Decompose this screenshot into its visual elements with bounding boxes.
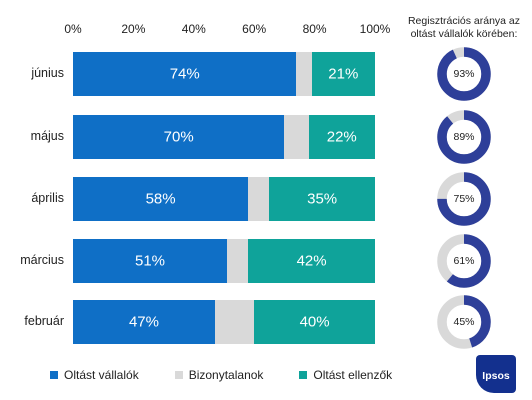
donut-value-arc	[437, 47, 491, 101]
row-label: május	[30, 129, 64, 143]
row-label: március	[20, 253, 64, 267]
data-label: 47%	[128, 313, 159, 331]
legend: Oltást vállalók Bizonytalanok Oltást ell…	[50, 368, 428, 382]
donut-value-label: 45%	[453, 316, 475, 328]
bar-segment	[227, 239, 249, 283]
x-tick-label: 60%	[242, 22, 267, 36]
donut-chart	[437, 47, 491, 101]
data-label: 22%	[326, 128, 357, 146]
bar-segment	[73, 300, 215, 344]
legend-item-reject: Oltást ellenzők	[299, 368, 392, 382]
donut-chart	[437, 295, 491, 349]
x-tick-label: 0%	[64, 22, 82, 36]
donut-value-arc	[437, 295, 491, 349]
donut-value-arc	[437, 172, 491, 226]
legend-label-undecided: Bizonytalanok	[188, 368, 264, 382]
bar-segment	[269, 177, 375, 221]
bar-segment	[254, 300, 375, 344]
row-label: április	[31, 191, 64, 205]
donut-value-label: 75%	[453, 193, 475, 205]
legend-swatch-reject	[299, 371, 308, 379]
bar-segment	[73, 115, 285, 159]
data-label: 74%	[169, 65, 200, 83]
legend-item-undecided: Bizonytalanok	[174, 368, 264, 382]
data-label: 70%	[163, 128, 194, 146]
side-chart-title: Regisztrációs aránya az oltást vállalók …	[407, 15, 521, 40]
x-tick-label: 80%	[302, 22, 327, 36]
donut-chart	[437, 234, 491, 288]
bar-segment	[73, 177, 249, 221]
bar-segment	[308, 115, 375, 159]
bar-segment	[73, 239, 228, 283]
legend-label-accept: Oltást vállalók	[64, 368, 139, 382]
legend-label-reject: Oltást ellenzők	[313, 368, 393, 382]
x-tick-label: 20%	[121, 22, 146, 36]
data-label: 21%	[328, 65, 359, 83]
donut-value-arc	[437, 110, 491, 164]
legend-swatch-undecided	[174, 371, 183, 379]
bar-segment	[248, 239, 375, 283]
x-tick-label: 40%	[181, 22, 206, 36]
data-label: 51%	[134, 252, 166, 270]
data-label: 40%	[299, 313, 330, 331]
bar-segment	[73, 52, 297, 96]
bar-segment	[214, 300, 255, 344]
donut-chart	[437, 172, 491, 226]
legend-swatch-accept	[50, 371, 58, 379]
data-label: 58%	[145, 190, 176, 208]
bar-segment	[296, 52, 312, 96]
logo-text: Ipsos	[482, 370, 510, 382]
data-label: 35%	[307, 190, 338, 208]
row-label: június	[31, 66, 64, 80]
donut-value-label: 61%	[453, 255, 475, 267]
bar-segment	[248, 177, 270, 221]
bar-segment	[311, 52, 375, 96]
bar-segment	[284, 115, 309, 159]
donut-chart	[437, 110, 491, 164]
data-label: 42%	[296, 252, 327, 270]
legend-item-accept: Oltást vállalók	[50, 368, 139, 382]
donut-value-arc	[437, 234, 491, 288]
row-label: február	[24, 314, 64, 328]
donut-value-label: 93%	[453, 68, 475, 80]
donut-value-label: 89%	[453, 131, 475, 143]
ipsos-logo: Ipsos	[476, 355, 516, 393]
x-tick-label: 100%	[359, 22, 391, 36]
